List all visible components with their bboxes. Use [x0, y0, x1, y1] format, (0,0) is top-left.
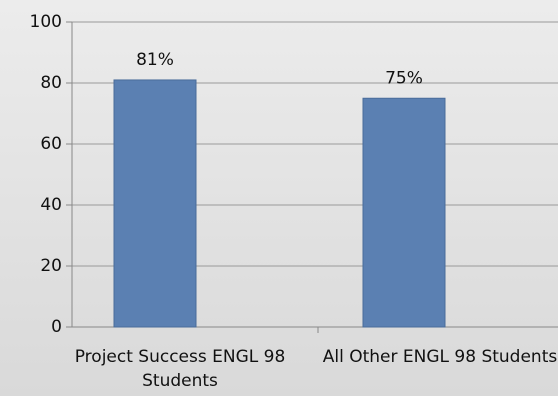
y-tick-label: 60 — [40, 134, 62, 154]
data-label: 75% — [385, 68, 423, 88]
x-tick-label: All Other ENGL 98 Students — [322, 347, 558, 367]
bar — [362, 97, 446, 328]
bar — [113, 79, 197, 328]
y-tick-label: 40 — [40, 195, 62, 215]
x-tick-label: Project Success ENGL 98 Students — [74, 347, 286, 391]
y-tick-label: 20 — [40, 256, 62, 276]
y-tick-label: 100 — [30, 12, 62, 32]
data-label: 81% — [136, 50, 174, 70]
y-tick-label: 80 — [40, 73, 62, 93]
y-tick-label: 0 — [51, 317, 62, 337]
